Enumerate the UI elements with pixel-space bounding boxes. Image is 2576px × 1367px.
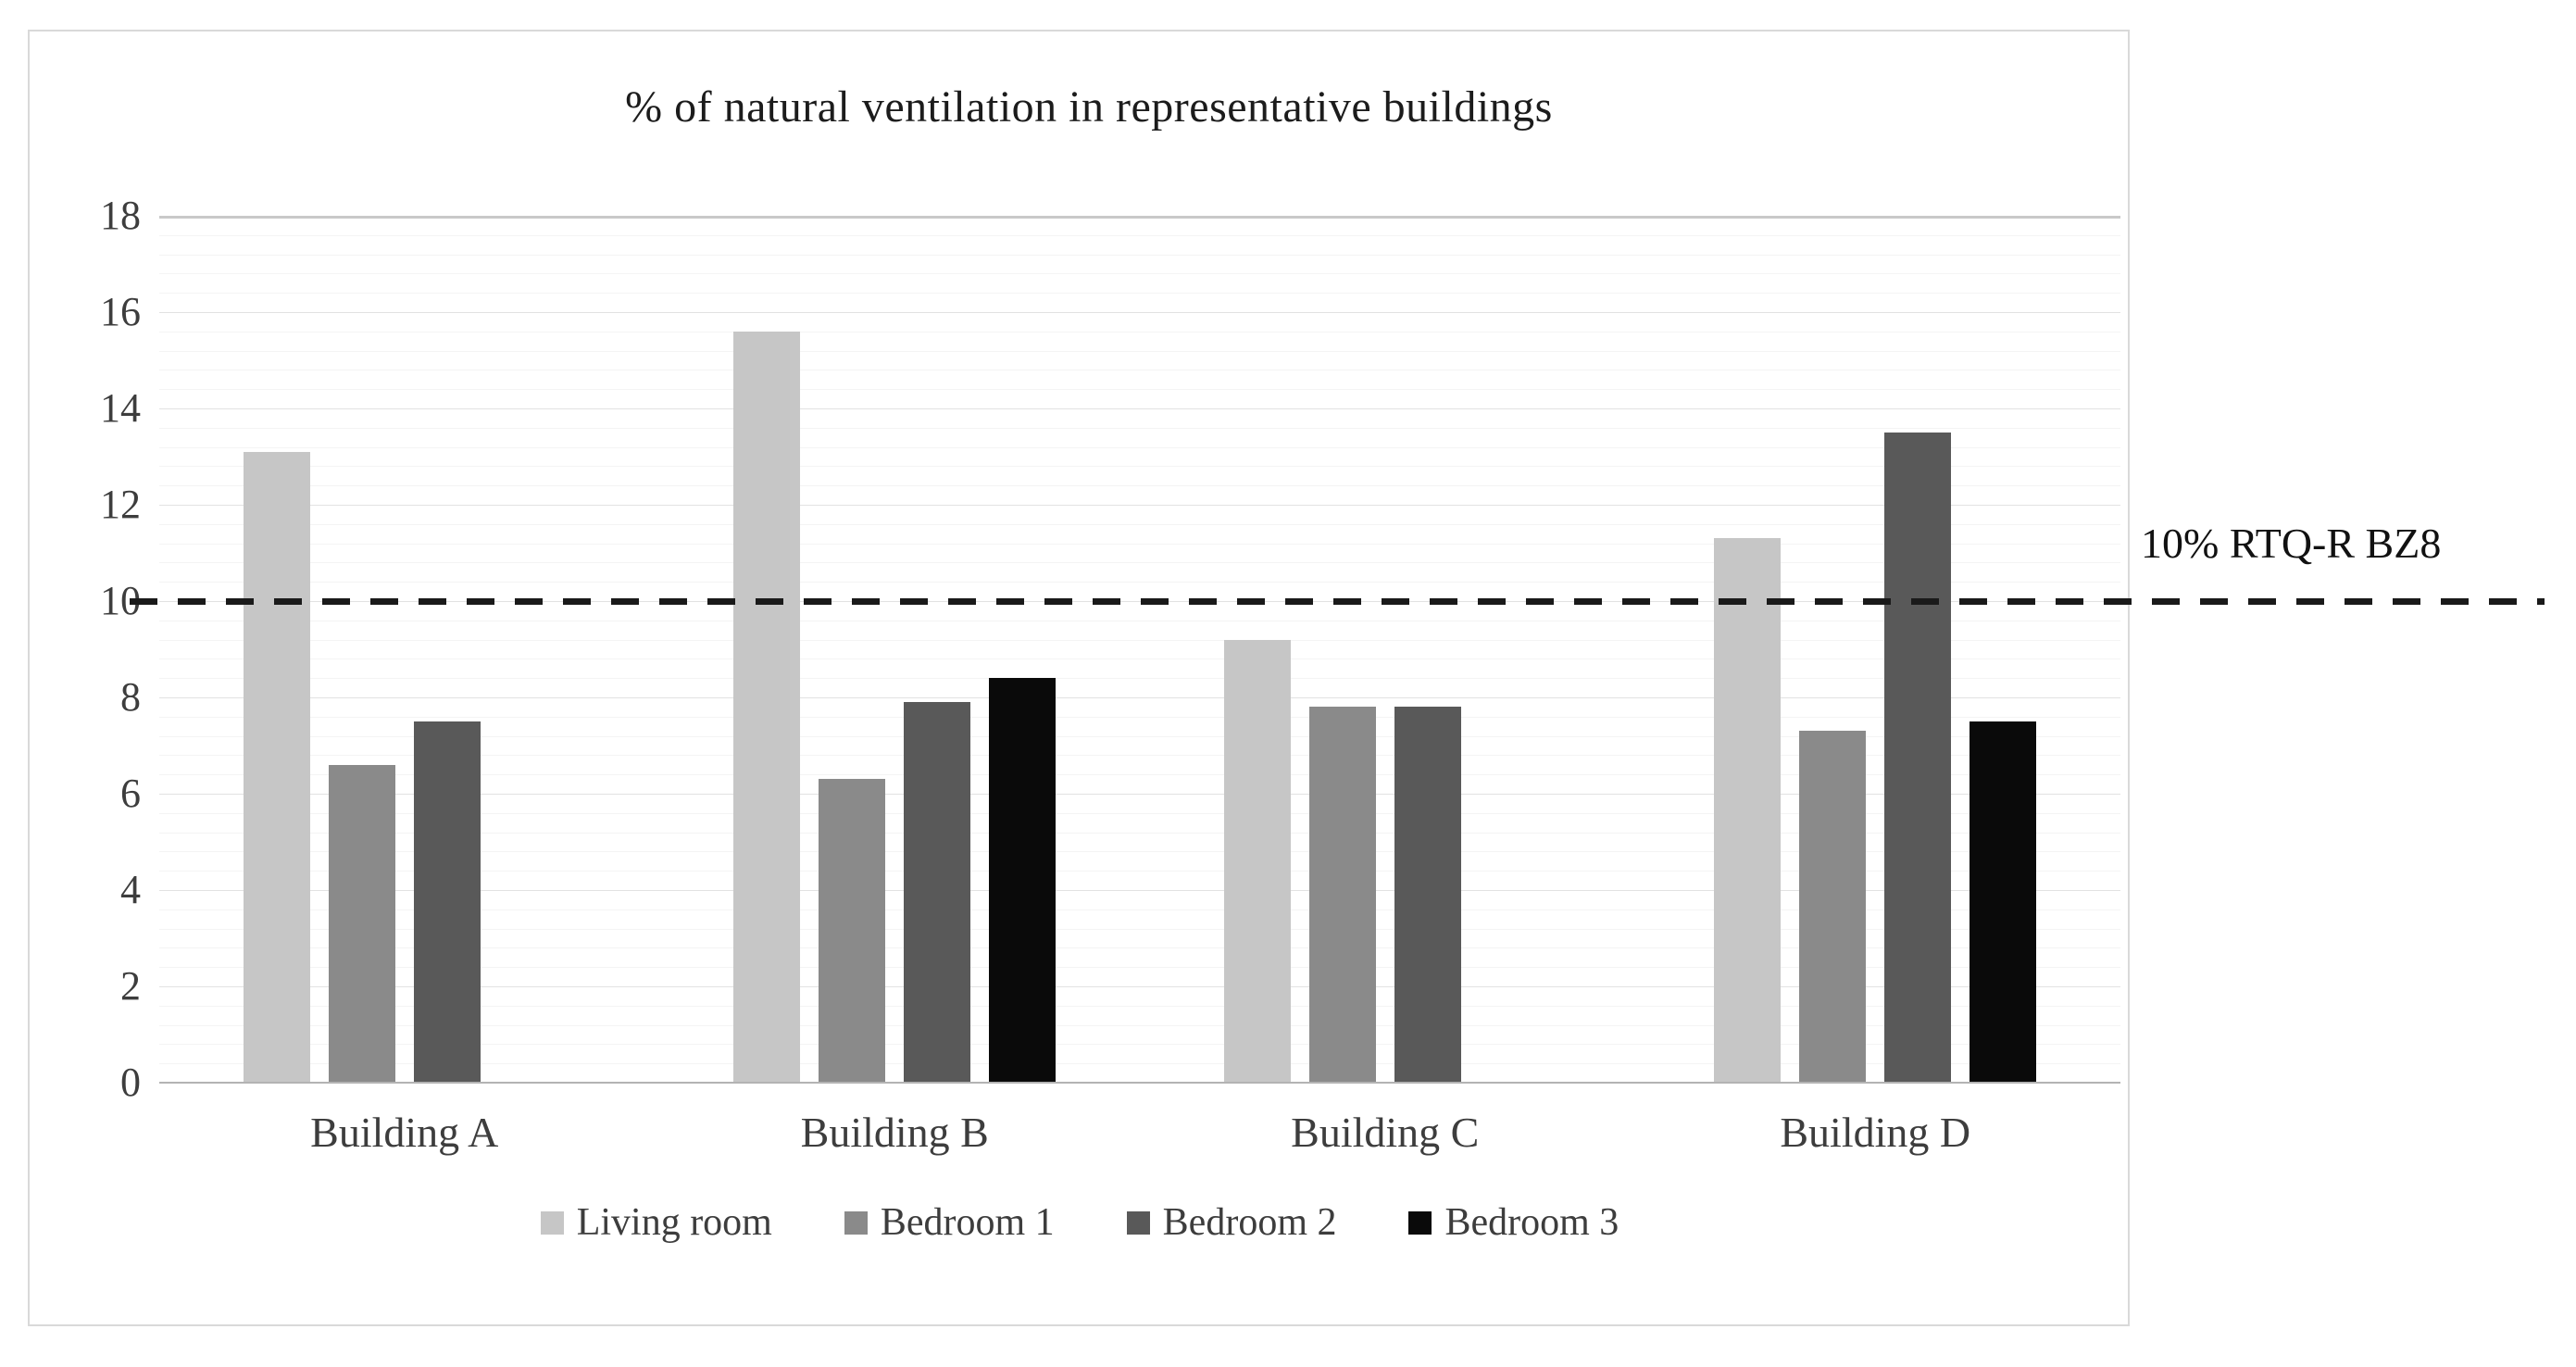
minor-gridline [159,234,2120,236]
minor-gridline [159,928,2120,930]
threshold-annotation: 10% RTQ-R BZ8 [2141,520,2442,567]
minor-gridline [159,812,2120,814]
minor-gridline [159,427,2120,429]
y-tick-label: 16 [100,289,141,334]
major-gridline [159,986,2120,987]
minor-gridline [159,446,2120,448]
x-category-label: Building D [1780,1109,1971,1156]
y-tick-label: 8 [120,674,141,720]
minor-gridline [159,658,2120,660]
minor-gridline [159,716,2120,718]
legend-item: Bedroom 3 [1408,1200,1619,1245]
chart-title: % of natural ventilation in representati… [625,82,1553,132]
legend-swatch-icon [844,1210,868,1235]
minor-gridline [159,254,2120,256]
legend-swatch-icon [1408,1210,1432,1235]
minor-gridline [159,735,2120,737]
y-tick-label: 4 [120,867,141,912]
y-tick-label: 6 [120,771,141,816]
legend-label: Bedroom 1 [880,1201,1055,1244]
minor-gridline [159,1005,2120,1007]
legend-label: Living room [576,1201,772,1244]
minor-gridline [159,678,2120,680]
major-gridline [159,794,2120,795]
minor-gridline [159,543,2120,545]
bar [904,702,971,1083]
y-tick-label: 0 [120,1060,141,1105]
minor-gridline [159,947,2120,949]
x-category-label: Building C [1291,1109,1480,1156]
bar [989,678,1057,1083]
minor-gridline [159,832,2120,834]
bar [1799,731,1867,1083]
minor-gridline [159,523,2120,525]
major-gridline [159,312,2120,313]
plot-area [159,216,2120,1084]
threshold-dashed-line [130,598,2545,605]
x-axis-line [159,1082,2120,1084]
bar [819,779,886,1083]
minor-gridline [159,967,2120,969]
minor-gridline [159,350,2120,352]
minor-gridline [159,639,2120,641]
y-tick-label: 12 [100,482,141,527]
legend-item: Bedroom 2 [1126,1200,1337,1245]
legend-label: Bedroom 2 [1162,1201,1337,1244]
minor-gridline [159,293,2120,295]
minor-gridline [159,582,2120,583]
minor-gridline [159,485,2120,487]
x-category-label: Building A [310,1109,499,1156]
bar [413,721,481,1083]
bar [1714,538,1782,1083]
minor-gridline [159,774,2120,776]
minor-gridline [159,466,2120,468]
major-gridline [159,890,2120,891]
major-gridline [159,408,2120,409]
minor-gridline [159,909,2120,910]
minor-gridline [159,871,2120,872]
major-gridline [159,697,2120,698]
bar [1884,433,1952,1083]
x-category-label: Building B [800,1109,989,1156]
minor-gridline [159,273,2120,275]
legend: Living room Bedroom 1 Bedroom 2 Bedroom 3 [30,1200,2130,1245]
minor-gridline [159,562,2120,564]
minor-gridline [159,851,2120,853]
minor-gridline [159,1063,2120,1065]
minor-gridline [159,755,2120,757]
bar [243,451,310,1083]
legend-item: Bedroom 1 [844,1200,1055,1245]
y-tick-label: 14 [100,385,141,431]
minor-gridline [159,389,2120,391]
y-tick-label: 18 [100,193,141,238]
legend-swatch-icon [1126,1210,1150,1235]
major-gridline [159,216,2120,219]
minor-gridline [159,1044,2120,1046]
legend-item: Living room [540,1200,772,1245]
y-tick-label: 2 [120,963,141,1009]
minor-gridline [159,1024,2120,1026]
bar [1223,639,1291,1083]
bar [733,331,801,1083]
y-tick-label: 10 [100,578,141,623]
bar [1970,721,2037,1083]
bar [1308,707,1376,1083]
major-gridline [159,505,2120,506]
legend-swatch-icon [540,1210,564,1235]
bar [1394,707,1461,1083]
legend-label: Bedroom 3 [1444,1201,1619,1244]
bar [328,764,395,1083]
